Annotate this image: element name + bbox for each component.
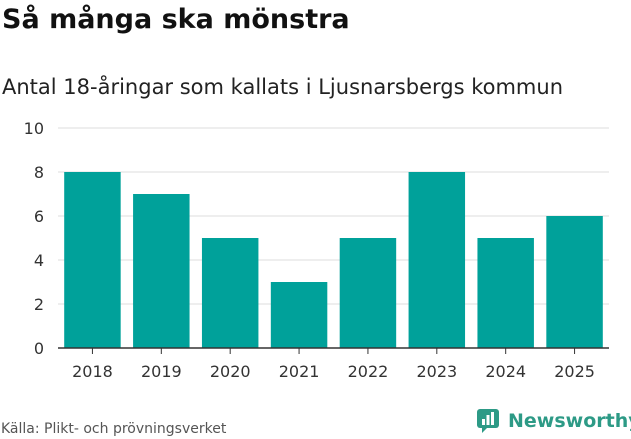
newsworthy-logo: Newsworthy	[476, 408, 631, 434]
y-tick-label: 2	[34, 295, 44, 314]
x-tick-label: 2020	[210, 362, 251, 381]
bar-2022	[339, 238, 397, 348]
y-tick-label: 10	[24, 119, 44, 138]
x-tick-label: 2023	[416, 362, 457, 381]
x-tick-label: 2019	[141, 362, 182, 381]
bar-2023	[408, 172, 466, 348]
source-note: Källa: Plikt- och prövningsverket	[1, 421, 227, 437]
chart-subtitle: Antal 18-åringar som kallats i Ljusnarsb…	[2, 75, 564, 99]
y-tick-label: 8	[34, 163, 44, 182]
y-tick-label: 0	[34, 339, 44, 358]
x-tick-label: 2025	[554, 362, 595, 381]
x-tick-label: 2022	[348, 362, 389, 381]
x-tick-label: 2021	[279, 362, 320, 381]
bar-2019	[133, 194, 190, 348]
bar-2025	[546, 216, 603, 348]
bar-2024	[477, 238, 534, 348]
newsworthy-logo-text: Newsworthy	[508, 410, 631, 432]
y-tick-label: 4	[34, 251, 44, 270]
x-tick-label: 2018	[72, 362, 113, 381]
chart-title: Så många ska mönstra	[2, 4, 350, 35]
bar-2021	[270, 282, 328, 348]
y-tick-label: 6	[34, 207, 44, 226]
x-tick-label: 2024	[485, 362, 526, 381]
bar-2018	[64, 172, 121, 348]
newsworthy-logo-icon	[477, 409, 499, 433]
bar-2020	[201, 238, 259, 348]
